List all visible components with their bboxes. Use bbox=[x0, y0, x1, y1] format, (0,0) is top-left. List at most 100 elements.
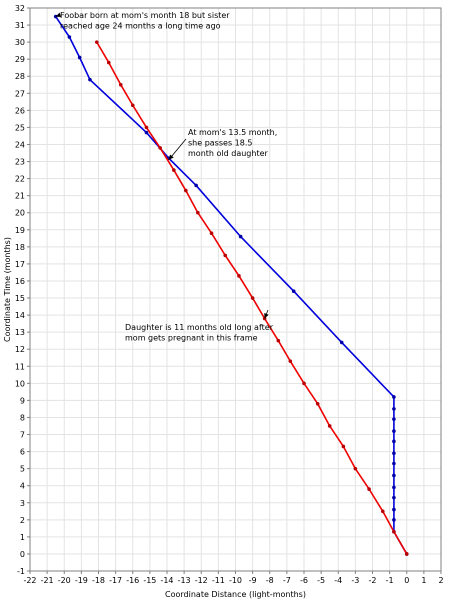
x-tick-label: -14 bbox=[160, 576, 173, 585]
annotation-layer: Foobar born at mom's month 18 but sister… bbox=[55, 11, 277, 343]
y-tick-label: 21 bbox=[15, 192, 25, 201]
x-tick-label: -3 bbox=[351, 576, 359, 585]
y-tick-label: 16 bbox=[15, 277, 25, 286]
x-tick-label: -1 bbox=[386, 576, 394, 585]
data-point bbox=[392, 461, 396, 466]
x-tick-label: -17 bbox=[109, 576, 122, 585]
annotation-line: Daughter is 11 months old long after bbox=[125, 323, 274, 332]
data-point bbox=[194, 183, 198, 188]
annotation-text: At mom's 13.5 month, she passes 18.5 month… bbox=[188, 128, 277, 158]
y-tick-label: 2 bbox=[20, 516, 25, 525]
y-tick-label: 4 bbox=[20, 482, 25, 491]
y-tick-label: 19 bbox=[15, 226, 25, 235]
y-tick-label: 31 bbox=[15, 21, 25, 30]
x-tick-label: 1 bbox=[421, 576, 426, 585]
annotation-line: she passes 18.5 bbox=[188, 139, 252, 148]
data-point bbox=[327, 424, 332, 428]
data-point bbox=[392, 507, 396, 512]
annotation-line: month old daughter bbox=[188, 149, 269, 158]
series-layer bbox=[53, 14, 409, 556]
data-point bbox=[392, 529, 396, 534]
y-tick-label: 24 bbox=[15, 140, 25, 149]
x-axis-title: Coordinate Distance (light-months) bbox=[165, 590, 306, 599]
data-point bbox=[392, 485, 396, 490]
x-tick-label: -13 bbox=[178, 576, 191, 585]
y-tick-label: 20 bbox=[15, 209, 25, 218]
data-point bbox=[392, 429, 396, 433]
data-point bbox=[223, 253, 228, 258]
data-point bbox=[158, 146, 162, 150]
data-point bbox=[130, 103, 135, 108]
y-tick-label: 29 bbox=[15, 55, 25, 64]
y-tick-label: -1 bbox=[17, 567, 25, 576]
data-point bbox=[392, 451, 396, 456]
y-tick-label: 9 bbox=[20, 396, 25, 405]
data-point bbox=[315, 402, 320, 406]
data-point bbox=[276, 338, 281, 343]
data-point bbox=[237, 274, 241, 278]
data-point bbox=[67, 35, 72, 39]
data-point bbox=[392, 395, 396, 399]
y-tick-label: 23 bbox=[15, 158, 25, 167]
arrowhead-icon bbox=[264, 312, 269, 319]
data-point bbox=[144, 125, 149, 130]
y-tick-label: 7 bbox=[20, 431, 25, 440]
y-tick-label: 17 bbox=[15, 260, 25, 269]
data-point bbox=[392, 495, 396, 500]
data-point bbox=[196, 210, 200, 215]
y-axis: -101234567891011121314151617181920212223… bbox=[15, 4, 30, 576]
y-axis-title: Coordinate Time (months) bbox=[3, 237, 12, 342]
data-point bbox=[77, 55, 82, 60]
y-tick-label: 11 bbox=[15, 362, 25, 371]
data-point bbox=[209, 231, 214, 235]
annotation-line: reached age 24 months a long time ago bbox=[60, 22, 221, 31]
data-point bbox=[94, 40, 99, 44]
x-tick-label: -9 bbox=[249, 576, 257, 585]
annotation-text: Foobar born at mom's month 18 but sister… bbox=[60, 11, 230, 31]
annotation-line: At mom's 13.5 month, bbox=[188, 128, 277, 137]
data-point bbox=[302, 381, 306, 386]
x-tick-label: -5 bbox=[317, 576, 325, 585]
data-point bbox=[172, 168, 176, 172]
x-tick-label: -12 bbox=[195, 576, 208, 585]
annotation-text: Daughter is 11 months old long after mom … bbox=[125, 323, 274, 343]
data-point bbox=[106, 60, 111, 65]
y-tick-label: 5 bbox=[20, 465, 25, 474]
x-tick-label: -15 bbox=[143, 576, 156, 585]
series-2 bbox=[94, 40, 409, 556]
x-tick-label: -19 bbox=[75, 576, 88, 585]
annotation-line: Foobar born at mom's month 18 but sister bbox=[60, 11, 230, 20]
data-point bbox=[118, 82, 123, 87]
y-tick-label: 14 bbox=[15, 311, 25, 320]
y-tick-label: 30 bbox=[15, 38, 25, 47]
y-tick-label: 8 bbox=[20, 413, 25, 422]
data-point bbox=[238, 234, 243, 239]
x-tick-label: 2 bbox=[438, 576, 443, 585]
y-tick-label: 32 bbox=[15, 4, 25, 13]
y-tick-label: 25 bbox=[15, 123, 25, 132]
data-point bbox=[339, 340, 344, 345]
annotation-1: Foobar born at mom's month 18 but sister… bbox=[55, 11, 230, 31]
data-point bbox=[404, 552, 409, 556]
y-tick-label: 27 bbox=[15, 89, 25, 98]
y-tick-label: 0 bbox=[20, 550, 25, 559]
x-tick-label: -10 bbox=[229, 576, 242, 585]
data-point bbox=[392, 518, 396, 522]
y-tick-label: 18 bbox=[15, 243, 25, 252]
x-axis: -22 -21 -20 -19 -18 -17 -16 -15 -14 -13 -12 -11 -10-… bbox=[23, 571, 444, 585]
arrowhead-icon bbox=[55, 12, 62, 18]
y-tick-label: 26 bbox=[15, 106, 25, 115]
x-tick-label: -4 bbox=[334, 576, 342, 585]
x-tick-label: -18 bbox=[92, 576, 105, 585]
x-tick-label: -8 bbox=[266, 576, 274, 585]
x-tick-label: -2 bbox=[369, 576, 377, 585]
data-point bbox=[380, 509, 385, 514]
y-tick-label: 12 bbox=[15, 345, 25, 354]
data-point bbox=[184, 188, 188, 193]
data-point bbox=[341, 444, 346, 449]
y-tick-label: 3 bbox=[20, 499, 25, 508]
data-point bbox=[291, 289, 296, 294]
y-tick-label: 22 bbox=[15, 175, 25, 184]
